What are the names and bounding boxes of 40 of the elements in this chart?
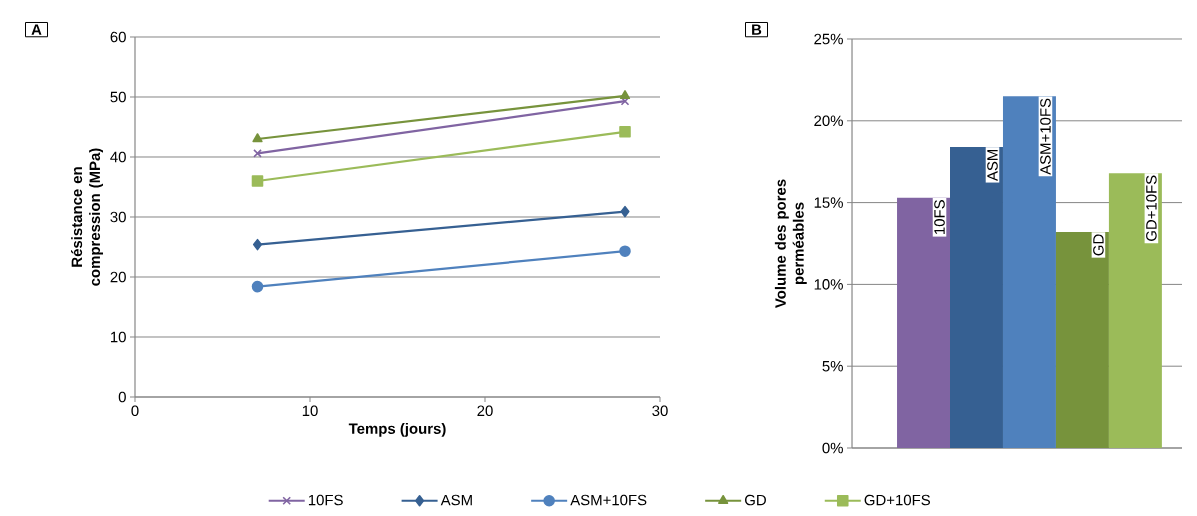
x-tick-label: GD+10FS [1146,175,1157,241]
y-tick-label: 5% [822,360,843,372]
y-tick-label: 15% [814,197,843,208]
x-tick-label: 0 [131,405,139,417]
y-axis-title: Volume des pores perméables [774,179,807,309]
legend-label: 10FS [308,494,343,506]
x-tick-label: 30 [652,405,668,417]
point [619,126,631,138]
point [252,238,263,251]
point [253,149,262,158]
legend-label: ASM [440,494,472,506]
y-tick-label: 10 [111,331,126,343]
legend-label: ASM+10FS [570,494,647,506]
y-tick-label: 50 [110,91,126,103]
bar [1055,232,1109,448]
y-tick-label: 0% [822,442,843,454]
y-tick-label: 30 [110,211,126,223]
y-tick-label: 60 [110,31,126,43]
x-tick-label: 20 [477,405,493,417]
y-tick-label: 0 [118,391,126,403]
bar [897,197,950,448]
bar [950,146,1003,448]
x-axis-title: Temps (jours) [348,422,446,437]
bar [1108,173,1162,448]
y-axis-title: Résistance en compression (MPa) [71,148,104,286]
point [620,205,630,218]
legend-label: GD+10FS [864,494,931,506]
point [251,280,264,293]
y-tick-label: 20 [110,271,126,283]
point [619,245,631,257]
point [251,175,264,187]
y-tick-label: 20% [814,115,843,127]
chart-title: B [752,24,762,35]
y-tick-label: 40 [110,151,126,163]
bar [1002,96,1056,448]
y-tick-label: 10% [814,279,843,290]
chart-title: A [31,24,42,35]
legend-label: GD [745,494,766,506]
x-tick-label: 10 [302,405,318,417]
y-tick-label: 25% [814,33,843,45]
